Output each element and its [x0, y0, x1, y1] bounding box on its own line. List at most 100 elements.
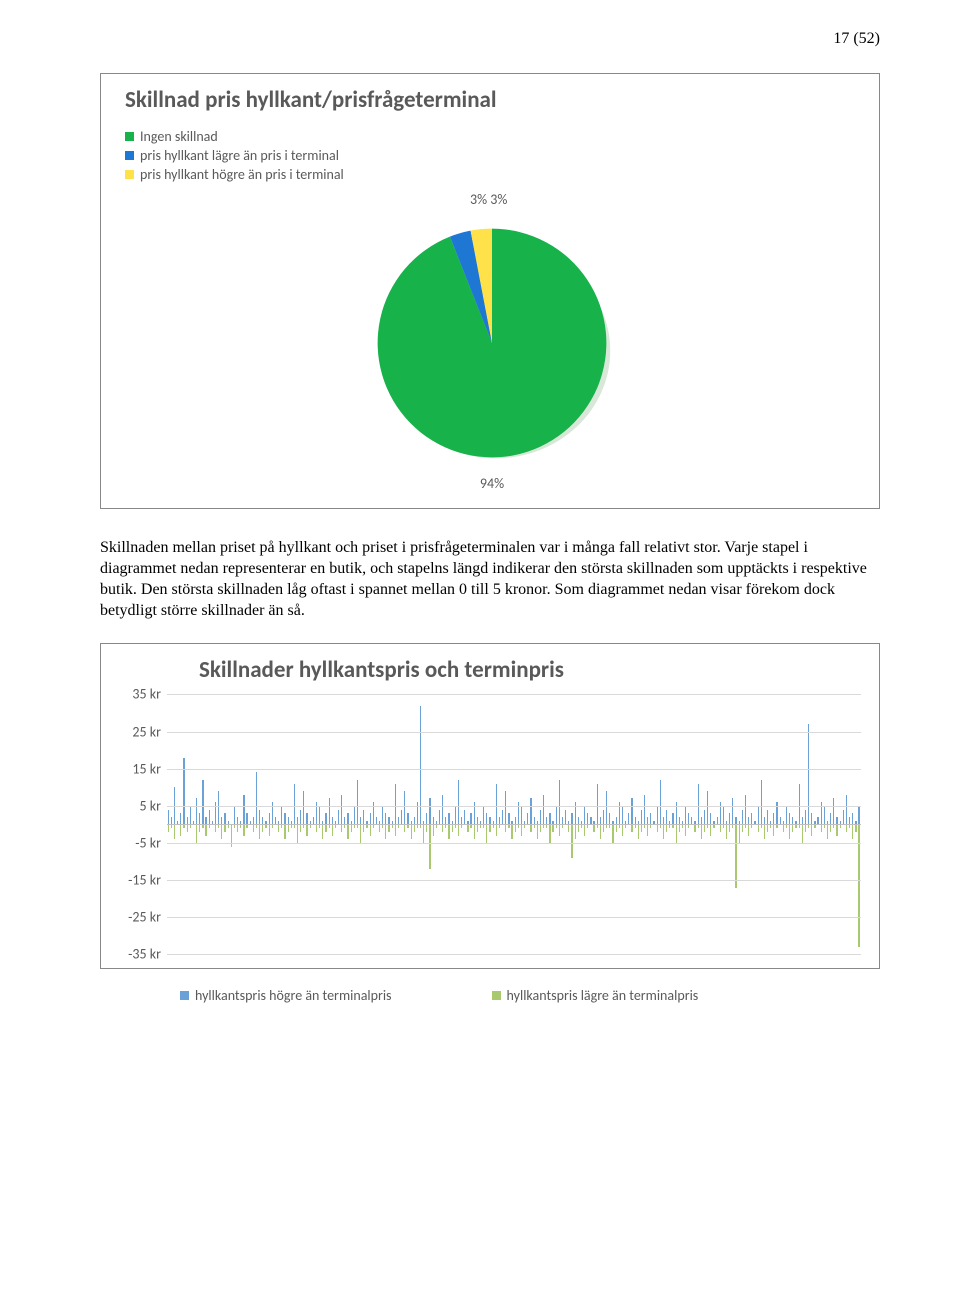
y-tick-label: 5 kr — [139, 797, 161, 814]
bar — [411, 824, 412, 839]
bar — [452, 824, 453, 831]
bar — [843, 810, 844, 825]
bar — [382, 806, 383, 825]
bar — [429, 824, 430, 869]
bar — [773, 824, 774, 835]
bar — [288, 824, 289, 831]
bar — [603, 824, 604, 831]
bar — [354, 806, 355, 825]
pie-big-label: 94% — [125, 475, 859, 492]
bar — [496, 824, 497, 835]
bar — [275, 817, 276, 824]
bar — [388, 817, 389, 824]
bar — [764, 824, 765, 839]
bar — [802, 817, 803, 824]
bar — [502, 810, 503, 825]
bar — [168, 824, 169, 831]
bar — [622, 824, 623, 835]
bar — [758, 806, 759, 825]
bar — [723, 806, 724, 825]
bar — [284, 813, 285, 824]
bar — [332, 817, 333, 824]
bar — [824, 806, 825, 825]
bar — [745, 795, 746, 825]
bar — [237, 824, 238, 831]
bar — [423, 824, 424, 843]
bar — [363, 824, 364, 831]
bar — [297, 824, 298, 843]
bar — [234, 806, 235, 825]
bar — [205, 817, 206, 824]
bar — [515, 817, 516, 824]
bar — [565, 810, 566, 825]
bar — [836, 824, 837, 835]
bar — [278, 824, 279, 831]
bar — [688, 813, 689, 824]
bar — [347, 813, 348, 824]
bar — [575, 824, 576, 839]
bar — [455, 806, 456, 825]
bar — [685, 824, 686, 835]
bar — [641, 824, 642, 831]
bar — [379, 824, 380, 831]
y-tick-label: -15 kr — [128, 872, 161, 889]
bar — [221, 817, 222, 824]
bar — [590, 817, 591, 824]
bar — [426, 824, 427, 831]
bar — [821, 824, 822, 831]
bar — [256, 772, 257, 824]
bar — [537, 824, 538, 839]
bar — [710, 813, 711, 824]
bar — [710, 824, 711, 835]
bar — [846, 795, 847, 825]
bar — [521, 824, 522, 835]
bar — [622, 806, 623, 825]
bar — [483, 806, 484, 825]
bar — [638, 824, 639, 839]
bar — [855, 824, 856, 831]
bar — [388, 824, 389, 831]
bar — [729, 813, 730, 824]
bar — [196, 824, 197, 843]
bar — [215, 824, 216, 831]
bar — [827, 824, 828, 839]
bar — [486, 824, 487, 843]
bar — [344, 817, 345, 824]
bar — [477, 817, 478, 824]
bar — [448, 824, 449, 839]
bar — [578, 824, 579, 831]
bar — [429, 798, 430, 824]
legend-label: hyllkantspris högre än terminalpris — [195, 987, 392, 1004]
bar — [587, 813, 588, 824]
pie-chart-title: Skillnad pris hyllkant/prisfrågeterminal — [125, 86, 859, 114]
bar — [284, 824, 285, 839]
bar — [792, 817, 793, 824]
bar — [786, 806, 787, 825]
bar — [442, 824, 443, 831]
bar — [461, 817, 462, 824]
bar — [808, 724, 809, 824]
bar — [306, 813, 307, 824]
bar — [830, 813, 831, 824]
bar — [385, 813, 386, 824]
bar — [489, 817, 490, 824]
bar — [852, 824, 853, 839]
bar — [395, 784, 396, 825]
bar — [742, 824, 743, 831]
bar — [836, 817, 837, 824]
bar — [852, 813, 853, 824]
bar — [439, 810, 440, 825]
bar — [209, 810, 210, 825]
bar — [322, 824, 323, 839]
bar — [666, 810, 667, 825]
bar — [672, 813, 673, 824]
bar — [789, 813, 790, 824]
bar — [549, 824, 550, 843]
bar — [647, 817, 648, 824]
bar — [748, 817, 749, 824]
bar — [789, 824, 790, 839]
bar — [338, 810, 339, 825]
bar — [187, 824, 188, 831]
bar — [644, 795, 645, 825]
bar — [180, 813, 181, 824]
